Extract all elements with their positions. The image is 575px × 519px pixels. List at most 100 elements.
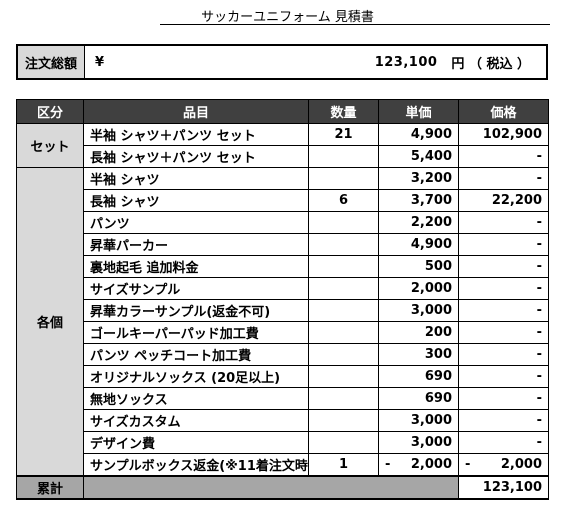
unit-price-cell: - 2,000 bbox=[378, 453, 459, 477]
price-cell: - bbox=[458, 167, 549, 190]
price-cell-value: - bbox=[536, 237, 542, 252]
item-name-cell: 昇華パーカー bbox=[83, 233, 309, 256]
item-name-cell: 半袖 シャツ＋パンツ セット bbox=[83, 123, 309, 146]
item-name-cell: 半袖 シャツ bbox=[83, 167, 309, 190]
table-row: 長袖 シャツ 6 3,700 22,200 bbox=[17, 189, 549, 212]
table-row: オリジナルソックス (20足以上) 690 - bbox=[17, 365, 549, 388]
unit-price-cell: 5,400 bbox=[378, 145, 459, 168]
header-unit-price: 単価 bbox=[378, 99, 459, 124]
unit-price-cell: 200 bbox=[378, 321, 459, 344]
order-total-box: 注文総額 ¥ 123,100 円 （ 税込 ） bbox=[16, 44, 548, 80]
estimate-table: 区分 品目 数量 単価 価格 セット 半袖 シャツ＋パンツ セット 21 4,900 1… bbox=[16, 99, 549, 500]
item-name-cell: 裏地起毛 追加料金 bbox=[83, 255, 309, 278]
item-name-cell: サイズサンプル bbox=[83, 277, 309, 300]
price-cell-value: - bbox=[536, 435, 542, 450]
summary-amount: 123,100 bbox=[458, 475, 549, 500]
summary-spacer bbox=[83, 475, 459, 500]
price-cell: - bbox=[458, 233, 549, 256]
summary-row: 累計 123,100 bbox=[16, 475, 549, 500]
title-underline bbox=[160, 24, 550, 25]
price-cell: - bbox=[458, 321, 549, 344]
table-row: 各個 半袖 シャツ 3,200 - bbox=[16, 167, 549, 477]
item-name-cell: パンツ bbox=[83, 211, 309, 234]
price-cell-value: - bbox=[536, 391, 542, 406]
header-quantity: 数量 bbox=[308, 99, 379, 124]
unit-price-cell-value: 690 bbox=[424, 369, 452, 384]
unit-price-cell: 2,200 bbox=[378, 211, 459, 234]
quantity-cell bbox=[308, 145, 379, 168]
unit-price-cell-value: 5,400 bbox=[410, 149, 452, 164]
unit-price-cell-value: 500 bbox=[424, 259, 452, 274]
unit-price-cell-value: 3,700 bbox=[410, 193, 452, 208]
price-cell-value: 22,200 bbox=[491, 193, 542, 208]
document-title: サッカーユニフォーム 見積書 bbox=[201, 10, 374, 25]
item-name-cell: サンプルボックス返金(※11着注文時) bbox=[83, 453, 309, 477]
table-row: サンプルボックス返金(※11着注文時) 1-2,000-2,000 bbox=[17, 453, 549, 477]
price-cell: - bbox=[458, 255, 549, 278]
summary-label: 累計 bbox=[16, 475, 84, 500]
unit-price-cell-value: 4,900 bbox=[410, 127, 452, 142]
price-cell-value: - bbox=[536, 325, 542, 340]
item-name-cell: 長袖 シャツ bbox=[83, 189, 309, 212]
quantity-cell bbox=[308, 167, 379, 190]
unit-price-cell-value: 2,000 bbox=[410, 281, 452, 296]
price-cell: - bbox=[458, 343, 549, 366]
quantity-cell bbox=[308, 321, 379, 344]
price-cell: - bbox=[458, 211, 549, 234]
quantity-cell bbox=[308, 387, 379, 410]
price-cell: - bbox=[458, 409, 549, 432]
category-cell: 各個 bbox=[16, 167, 84, 477]
price-cell-value: - bbox=[536, 259, 542, 274]
unit-price-cell: 3,000 bbox=[378, 299, 459, 322]
table-row: 昇華パーカー 4,900 - bbox=[17, 233, 549, 256]
price-cell-value: 102,900 bbox=[482, 127, 542, 142]
unit-price-cell-value: 300 bbox=[424, 347, 452, 362]
unit-price-cell: 300 bbox=[378, 343, 459, 366]
price-cell: 102,900 bbox=[458, 123, 549, 146]
quantity-cell bbox=[308, 277, 379, 300]
unit-price-cell-value: 2,000 bbox=[410, 457, 452, 472]
quantity-cell bbox=[308, 365, 379, 388]
quantity-cell: 21 bbox=[308, 123, 379, 146]
unit-price-cell: 3,000 bbox=[378, 409, 459, 432]
price-cell-value: - bbox=[536, 347, 542, 362]
order-total-amount: 123,100 bbox=[374, 54, 438, 70]
unit-price-cell-value: 200 bbox=[424, 325, 452, 340]
price-cell-value: - bbox=[536, 281, 542, 296]
price-cell: - bbox=[458, 277, 549, 300]
header-category: 区分 bbox=[16, 99, 84, 124]
unit-price-cell-value: 3,200 bbox=[410, 171, 452, 186]
price-cell-value: - bbox=[536, 171, 542, 186]
table-header-row: 区分 品目 数量 単価 価格 bbox=[16, 99, 549, 124]
table-row: パンツ 2,200 - bbox=[17, 211, 549, 234]
item-name-cell: デザイン費 bbox=[83, 431, 309, 454]
table-row: 長袖 シャツ＋パンツ セット 5,400 - bbox=[17, 145, 549, 168]
item-name-cell: 無地ソックス bbox=[83, 387, 309, 410]
unit-price-cell: 4,900 bbox=[378, 233, 459, 256]
item-name-cell: パンツ ペッチコート加工費 bbox=[83, 343, 309, 366]
quantity-cell: 6 bbox=[308, 189, 379, 212]
quantity-cell: 1 bbox=[308, 453, 379, 477]
order-total-label: 注文総額 bbox=[18, 46, 85, 78]
unit-price-cell: 2,000 bbox=[378, 277, 459, 300]
table-row: パンツ ペッチコート加工費 300 - bbox=[17, 343, 549, 366]
item-name-cell: 昇華カラーサンプル(返金不可) bbox=[83, 299, 309, 322]
table-row: 裏地起毛 追加料金 500 - bbox=[17, 255, 549, 278]
item-name-cell: オリジナルソックス (20足以上) bbox=[83, 365, 309, 388]
unit-price-cell-value: 690 bbox=[424, 391, 452, 406]
item-name-cell: サイズカスタム bbox=[83, 409, 309, 432]
table-row: 無地ソックス 690 - bbox=[17, 387, 549, 410]
unit-price-cell-value: 3,000 bbox=[410, 303, 452, 318]
price-cell-value: 2,000 bbox=[500, 457, 542, 472]
price-cell-value: - bbox=[536, 413, 542, 428]
quantity-cell bbox=[308, 299, 379, 322]
price-cell: - bbox=[458, 431, 549, 454]
quantity-cell bbox=[308, 343, 379, 366]
unit-price-cell-value: 2,200 bbox=[410, 215, 452, 230]
quantity-cell bbox=[308, 255, 379, 278]
unit-price-cell: 3,200 bbox=[378, 167, 459, 190]
price-cell-value: - bbox=[536, 369, 542, 384]
table-row: ゴールキーパーパッド加工費 200 - bbox=[17, 321, 549, 344]
unit-price-cell: 500 bbox=[378, 255, 459, 278]
item-name-cell: ゴールキーパーパッド加工費 bbox=[83, 321, 309, 344]
